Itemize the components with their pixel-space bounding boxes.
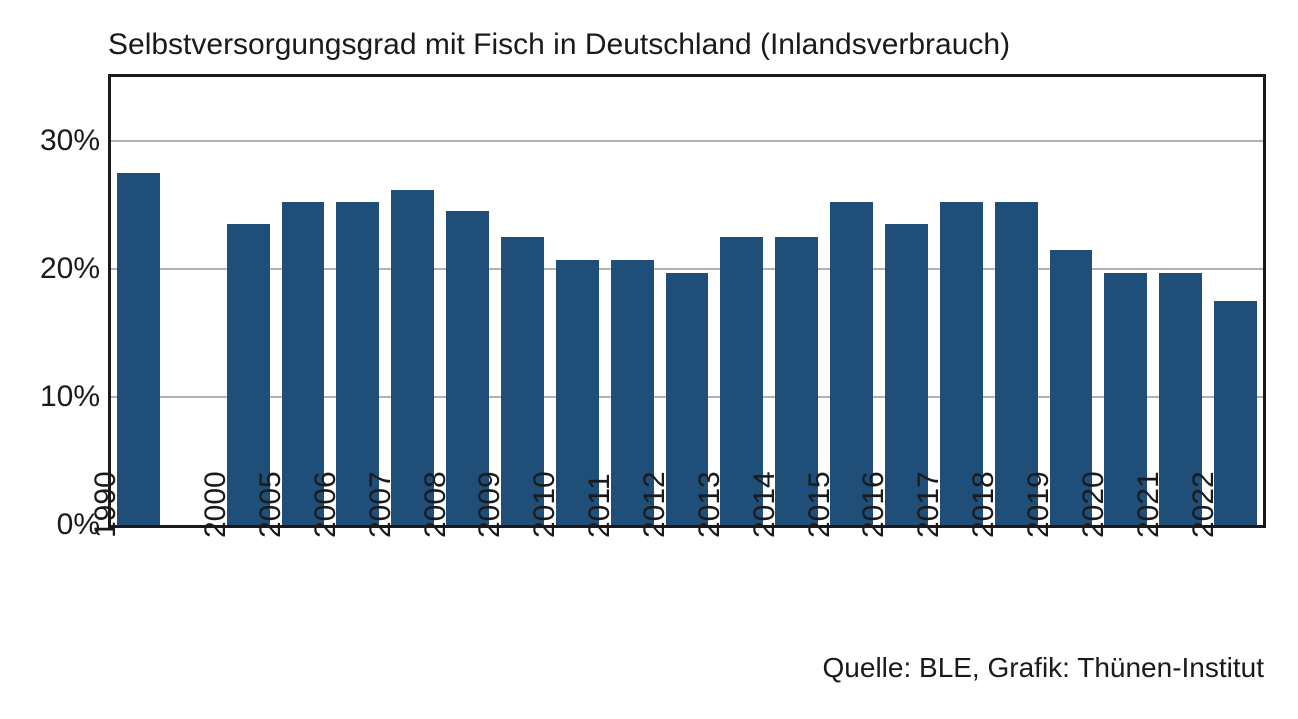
x-tick-label: 2009: [473, 471, 507, 538]
x-tick-label: 1990: [89, 471, 123, 538]
x-tick-label: 2022: [1187, 471, 1221, 538]
y-tick-label: 10%: [20, 380, 100, 414]
x-tick-label: 2015: [803, 471, 837, 538]
bar: [117, 173, 160, 525]
x-tick-label: 2007: [364, 471, 398, 538]
x-tick-label: 2010: [528, 471, 562, 538]
x-tick-label: 2020: [1077, 471, 1111, 538]
x-tick-label: 2019: [1022, 471, 1056, 538]
chart-source-text: Quelle: BLE, Grafik: Thünen-Institut: [823, 652, 1264, 684]
x-tick-label: 2005: [254, 471, 288, 538]
y-tick-label: 30%: [20, 124, 100, 158]
x-tick-label: 2014: [748, 471, 782, 538]
x-tick-label: 2018: [967, 471, 1001, 538]
x-tick-label: 2012: [638, 471, 672, 538]
x-tick-label: 2021: [1132, 471, 1166, 538]
chart-title: Selbstversorgungsgrad mit Fisch in Deuts…: [108, 28, 1010, 62]
chart-plot-area: [108, 74, 1266, 528]
x-tick-label: 2008: [419, 471, 453, 538]
y-tick-label: 20%: [20, 252, 100, 286]
x-tick-label: 2011: [583, 473, 617, 538]
x-tick-label: 2000: [199, 471, 233, 538]
x-tick-label: 2016: [857, 471, 891, 538]
x-tick-label: 2013: [693, 471, 727, 538]
y-tick-label: 0%: [20, 508, 100, 542]
bars-layer: [111, 77, 1263, 525]
x-tick-label: 2017: [912, 471, 946, 538]
x-tick-label: 2006: [309, 471, 343, 538]
